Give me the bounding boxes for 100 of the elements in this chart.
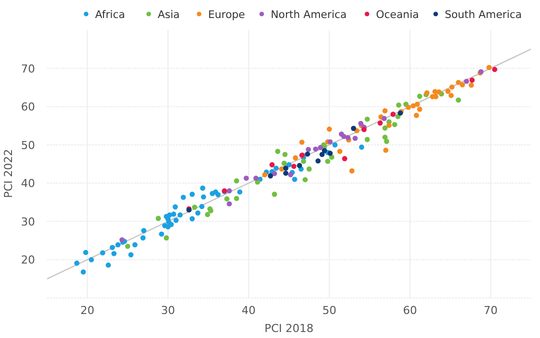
point [395, 114, 400, 120]
point [302, 177, 308, 182]
legend-label: South America [444, 9, 522, 21]
point [359, 144, 364, 150]
point [158, 231, 164, 237]
point [306, 166, 312, 172]
point [115, 242, 121, 248]
point [364, 116, 370, 122]
point [342, 156, 348, 162]
point [345, 134, 350, 140]
point [468, 82, 474, 88]
point [313, 146, 318, 152]
y-axis-title: PCI 2022 [2, 148, 15, 198]
point [128, 252, 134, 258]
point [141, 228, 146, 234]
point [332, 142, 338, 148]
point [464, 78, 470, 84]
point [237, 189, 242, 195]
point [254, 179, 260, 185]
point [326, 126, 332, 132]
y-tick-label: 20 [21, 254, 35, 267]
point [275, 148, 280, 154]
point [204, 212, 210, 218]
legend-label: Oceania [376, 9, 419, 21]
point [448, 92, 454, 98]
point [456, 97, 461, 103]
point [382, 134, 388, 140]
point [286, 162, 292, 168]
point [200, 186, 206, 191]
legend-label: Europe [208, 9, 246, 21]
point [382, 116, 387, 122]
legend-label: Africa [95, 9, 126, 21]
point [80, 269, 86, 275]
point [88, 257, 94, 262]
point [350, 126, 356, 131]
point [268, 173, 274, 178]
point [328, 139, 333, 144]
point [190, 216, 195, 222]
point [192, 204, 198, 210]
x-tick-label: 70 [484, 304, 498, 317]
point [492, 66, 498, 72]
point [325, 158, 330, 164]
point [140, 235, 146, 240]
point [269, 162, 275, 168]
point [282, 152, 288, 158]
point [349, 168, 355, 174]
point [226, 188, 232, 194]
point [382, 108, 388, 114]
point [319, 152, 325, 158]
y-tick-label: 40 [21, 177, 35, 190]
point [283, 166, 288, 171]
point [74, 260, 80, 266]
point [156, 216, 161, 221]
point [460, 82, 466, 88]
point [292, 155, 298, 160]
point [299, 140, 305, 145]
point [410, 103, 416, 108]
point [318, 144, 324, 150]
point [392, 122, 398, 128]
point [180, 194, 186, 200]
point [190, 192, 195, 197]
point [262, 172, 268, 178]
point [83, 250, 88, 256]
point [125, 244, 130, 249]
point [337, 148, 342, 154]
point [417, 106, 422, 112]
point [291, 164, 296, 169]
point [364, 136, 370, 142]
point [178, 212, 183, 218]
point [470, 78, 475, 83]
point [306, 146, 311, 152]
point [406, 104, 411, 110]
point [110, 244, 115, 250]
point [272, 170, 278, 176]
point [195, 210, 200, 216]
point [106, 262, 111, 268]
point [436, 89, 442, 95]
x-tick-label: 30 [161, 304, 175, 317]
y-tick-label: 30 [21, 215, 35, 228]
point [171, 212, 176, 217]
y-tick-label: 50 [21, 138, 35, 152]
point [200, 194, 206, 200]
point [234, 178, 240, 184]
point [224, 196, 230, 202]
x-tick-label: 40 [242, 304, 256, 317]
y-tick-label: 60 [21, 100, 35, 114]
point [396, 102, 402, 108]
point [282, 160, 287, 166]
point [378, 120, 383, 126]
legend-label: North America [270, 9, 347, 21]
point [244, 176, 249, 181]
y-tick-label: 70 [21, 62, 35, 76]
point [358, 120, 364, 126]
point [449, 84, 455, 90]
point [414, 112, 420, 118]
point [384, 138, 390, 144]
point [172, 204, 178, 210]
point [253, 176, 259, 181]
point [226, 201, 232, 206]
point [383, 148, 388, 153]
